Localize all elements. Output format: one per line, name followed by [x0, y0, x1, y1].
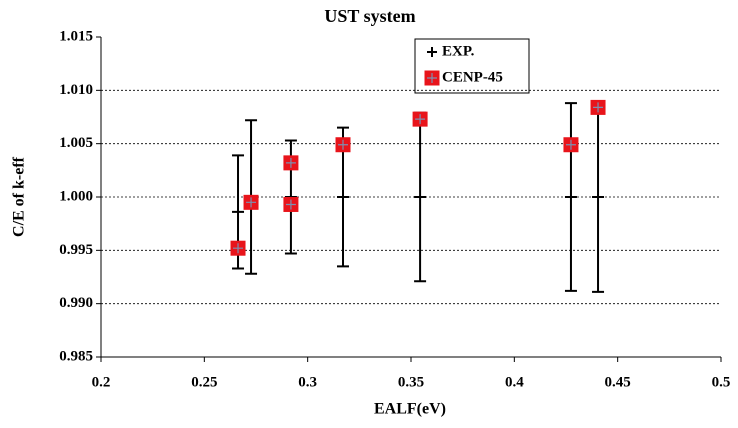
x-tick-label: 0.25 — [191, 374, 217, 390]
error-bar — [232, 154, 245, 270]
y-tick-label: 0.990 — [59, 295, 93, 311]
marker — [283, 155, 299, 171]
x-tick-label: 0.4 — [505, 374, 524, 390]
marker — [243, 194, 259, 210]
y-tick-label: 1.010 — [59, 82, 93, 98]
y-tick-label: 0.995 — [59, 242, 93, 258]
error-bar — [337, 126, 350, 268]
legend-marker — [427, 47, 437, 57]
y-tick-label: 1.015 — [59, 28, 93, 44]
error-bar — [414, 111, 427, 283]
marker — [283, 196, 299, 212]
marker — [424, 70, 440, 86]
y-tick-label: 1.000 — [59, 188, 93, 204]
marker — [412, 111, 428, 127]
x-tick-label: 0.3 — [298, 374, 317, 390]
x-tick-label: 0.35 — [398, 374, 424, 390]
marker — [230, 240, 246, 256]
x-tick-label: 0.45 — [605, 374, 631, 390]
legend-box — [414, 38, 530, 94]
error-bar — [564, 102, 577, 292]
x-tick-label: 0.5 — [712, 374, 731, 390]
legend-label: CENP-45 — [442, 69, 503, 85]
x-axis-label: EALF(eV) — [374, 401, 446, 418]
marker — [590, 99, 606, 115]
x-tick-label: 0.2 — [92, 374, 111, 390]
marker — [563, 137, 579, 153]
y-axis-label: C/E of k-eff — [11, 156, 28, 237]
y-tick-label: 1.005 — [59, 135, 93, 151]
marker — [335, 137, 351, 153]
chart-title: UST system — [324, 6, 415, 26]
legend-label: EXP. — [442, 43, 475, 59]
error-bar — [592, 101, 605, 293]
y-tick-label: 0.985 — [59, 348, 93, 364]
